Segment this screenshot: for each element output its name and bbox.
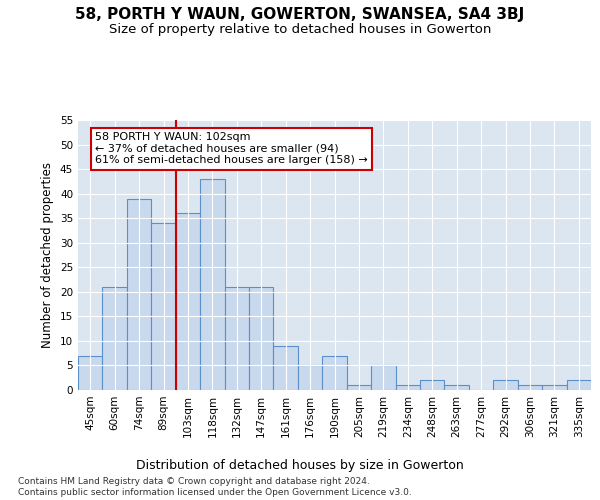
Y-axis label: Number of detached properties: Number of detached properties	[41, 162, 55, 348]
Bar	[395, 385, 420, 390]
Bar	[151, 223, 176, 390]
Bar	[200, 179, 224, 390]
Bar	[371, 366, 395, 390]
Bar	[445, 385, 469, 390]
Bar	[249, 287, 274, 390]
Bar	[322, 356, 347, 390]
Bar	[298, 366, 322, 390]
Bar	[493, 380, 518, 390]
Bar	[103, 287, 127, 390]
Text: Size of property relative to detached houses in Gowerton: Size of property relative to detached ho…	[109, 22, 491, 36]
Bar	[127, 198, 151, 390]
Text: Contains HM Land Registry data © Crown copyright and database right 2024.
Contai: Contains HM Land Registry data © Crown c…	[18, 478, 412, 497]
Bar	[420, 380, 445, 390]
Text: 58 PORTH Y WAUN: 102sqm
← 37% of detached houses are smaller (94)
61% of semi-de: 58 PORTH Y WAUN: 102sqm ← 37% of detache…	[95, 132, 368, 166]
Text: Distribution of detached houses by size in Gowerton: Distribution of detached houses by size …	[136, 460, 464, 472]
Bar	[224, 287, 249, 390]
Bar	[542, 385, 566, 390]
Bar	[274, 346, 298, 390]
Bar	[566, 380, 591, 390]
Bar	[78, 356, 103, 390]
Bar	[176, 214, 200, 390]
Bar	[347, 385, 371, 390]
Text: 58, PORTH Y WAUN, GOWERTON, SWANSEA, SA4 3BJ: 58, PORTH Y WAUN, GOWERTON, SWANSEA, SA4…	[76, 8, 524, 22]
Bar	[518, 385, 542, 390]
